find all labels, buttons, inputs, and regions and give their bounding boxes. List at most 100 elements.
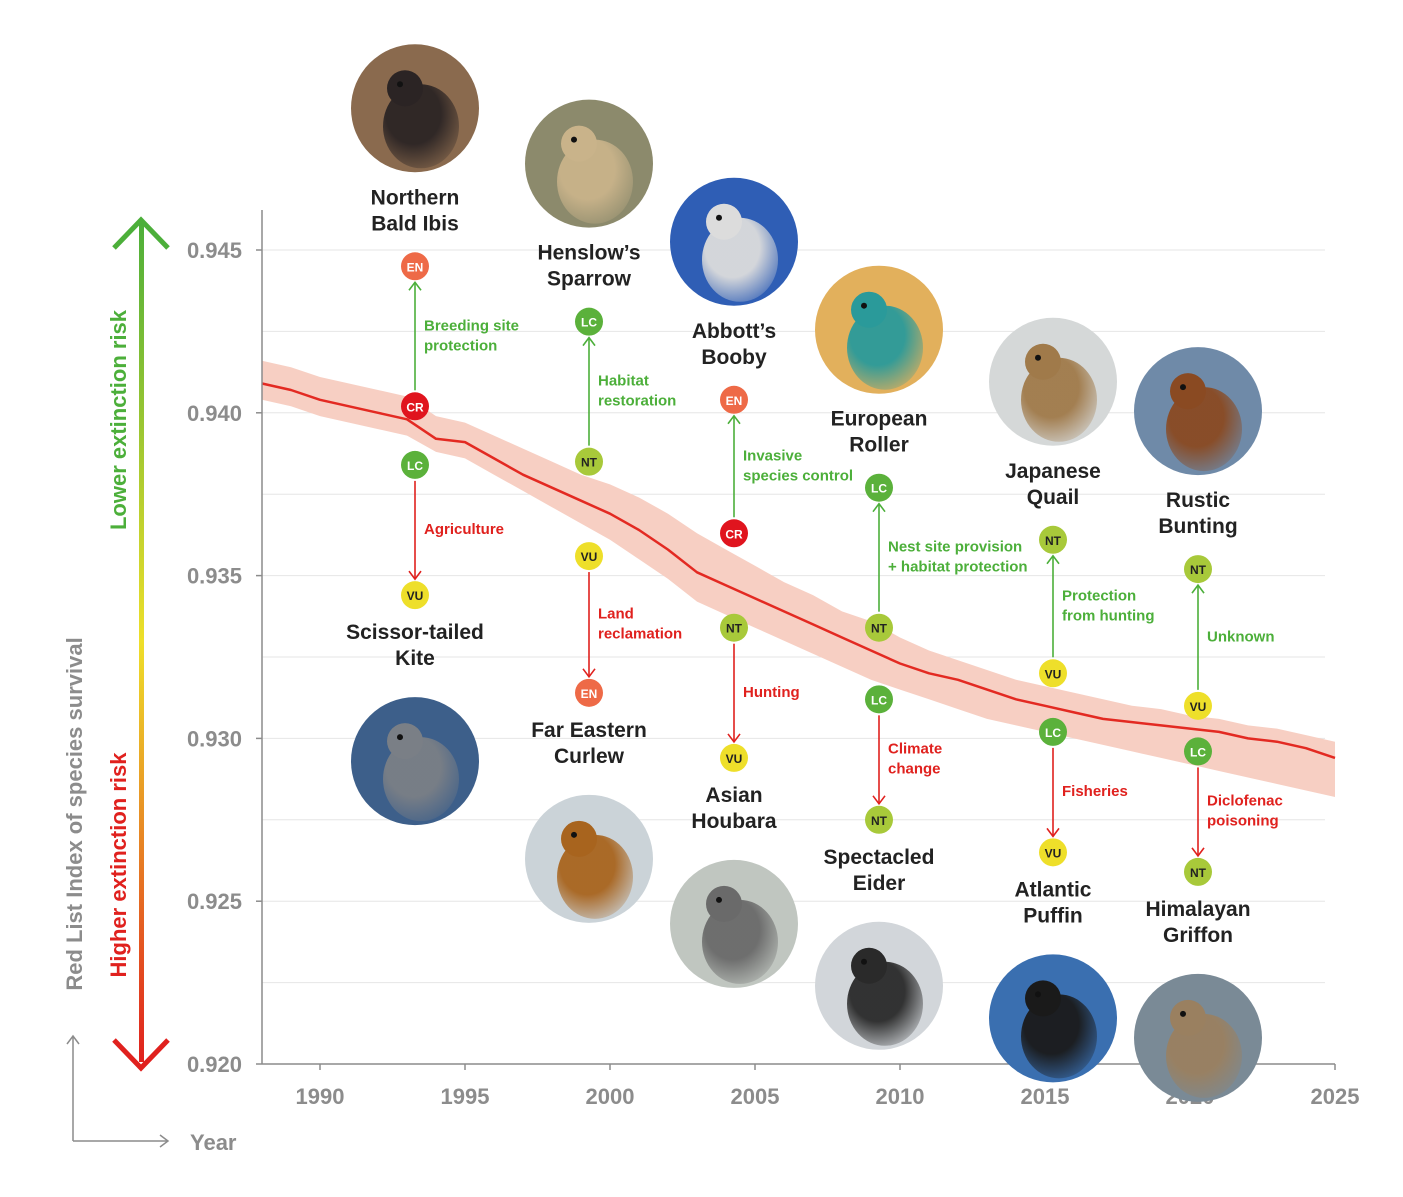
badge-label: CR — [406, 400, 424, 414]
arrow-head — [408, 570, 422, 581]
bird-head — [561, 125, 597, 162]
bird-eye — [571, 831, 577, 838]
x-direction-arrow — [73, 1134, 170, 1148]
badge-label: LC — [407, 459, 423, 473]
bird-eye — [1180, 384, 1186, 391]
x-tick-label: 1995 — [441, 1084, 490, 1109]
status-badge-lc: LC — [1039, 717, 1067, 746]
species-name: Far Eastern Curlew — [531, 719, 647, 768]
badge-label: NT — [1190, 563, 1207, 577]
species-annotation: LC NT Climate change Spectacled Eider — [815, 685, 943, 1050]
bird-eye — [397, 81, 403, 88]
change-reason: Agriculture — [424, 521, 504, 538]
y-tick-label: 0.940 — [187, 401, 242, 426]
badge-label: EN — [407, 260, 424, 274]
status-badge-en: EN — [401, 252, 429, 281]
badge-label: LC — [1190, 745, 1206, 759]
risk-arrow-up-head — [112, 216, 170, 250]
bird-eye — [861, 958, 867, 965]
species-name: Atlantic Puffin — [1014, 878, 1091, 927]
bird-head — [1025, 343, 1061, 380]
x-tick-label: 2000 — [586, 1084, 635, 1109]
y-direction-arrow — [66, 1034, 80, 1141]
risk-arrow-down-head — [112, 1038, 170, 1072]
bird-eye — [571, 136, 577, 143]
badge-label: LC — [871, 693, 887, 707]
y-tick-label: 0.935 — [187, 564, 242, 589]
badge-circle — [575, 678, 603, 707]
arrow-head — [582, 336, 596, 347]
arrow-head — [582, 668, 596, 679]
bird-head — [561, 820, 597, 857]
badge-circle — [865, 613, 893, 642]
species-photo — [351, 44, 479, 173]
change-reason: Breeding site protection — [424, 317, 519, 354]
y-tick-label: 0.945 — [187, 238, 242, 263]
species-name: Rustic Bunting — [1158, 489, 1237, 538]
bird-eye — [1180, 1010, 1186, 1017]
bird-head — [851, 947, 887, 984]
change-reason: Invasive species control — [743, 448, 853, 485]
badge-label: VU — [1190, 700, 1207, 714]
change-reason: Hunting — [743, 684, 800, 701]
species-name: European Roller — [831, 408, 928, 457]
badge-circle — [575, 307, 603, 336]
x-tick-label: 2025 — [1311, 1084, 1360, 1109]
bird-head — [706, 885, 742, 922]
badge-circle — [1184, 737, 1212, 766]
species-photo — [815, 265, 943, 394]
arrow-head — [727, 733, 741, 744]
status-badge-vu: VU — [720, 743, 748, 772]
badge-circle — [401, 450, 429, 479]
badge-circle — [1184, 691, 1212, 720]
status-badge-vu: VU — [1039, 659, 1067, 688]
bird-eye — [397, 734, 403, 741]
rli-trend-line — [261, 382, 1336, 760]
species-annotation: NT LC Habitat restoration Henslow’s Sparrow — [525, 99, 676, 476]
y-tick-label: 0.930 — [187, 726, 242, 751]
species-photo — [989, 954, 1117, 1083]
x-tick-label: 2015 — [1021, 1084, 1070, 1109]
species-annotation: LC VU Agriculture Scissor-tailed Kite — [346, 450, 504, 826]
status-badge-en: EN — [720, 385, 748, 414]
species-annotation: LC VU Fisheries Atlantic Puffin — [989, 717, 1128, 1083]
change-reason: Climate change — [888, 741, 942, 778]
species-name: Spectacled Eider — [824, 846, 935, 895]
species-name: Abbott’s Booby — [692, 320, 776, 369]
species-annotation: VU NT Protection from hunting Japanese Quail — [989, 317, 1154, 688]
badge-circle — [1039, 838, 1067, 867]
badge-label: VU — [581, 550, 598, 564]
badge-label: LC — [1045, 726, 1061, 740]
badge-label: NT — [726, 622, 743, 636]
tick-labels: 0.920 0.925 0.930 0.935 0.940 0.945 1990 1995 20… — [187, 238, 1360, 1109]
status-badge-nt: NT — [1184, 857, 1212, 886]
change-reason: Habitat restoration — [598, 373, 676, 410]
change-reason: Nest site provision + habitat protection — [888, 539, 1028, 576]
bird-eye — [1035, 991, 1041, 998]
species-photo — [1134, 347, 1262, 476]
bird-head — [1025, 980, 1061, 1017]
x-tick-label: 2005 — [731, 1084, 780, 1109]
badge-circle — [575, 542, 603, 571]
badge-circle — [575, 447, 603, 476]
change-reason: Land reclamation — [598, 605, 682, 642]
lower-risk-label: Lower extinction risk — [106, 309, 131, 530]
badge-circle — [1039, 525, 1067, 554]
arrow-head — [872, 795, 886, 806]
status-badge-vu: VU — [1039, 838, 1067, 867]
species-photo — [525, 794, 653, 923]
bird-eye — [716, 214, 722, 221]
badge-circle — [1184, 857, 1212, 886]
bird-eye — [1035, 354, 1041, 361]
species-name: Henslow’s Sparrow — [537, 242, 640, 291]
arrow-head — [408, 280, 422, 291]
species-annotation: CR EN Breeding site protection Northern Bald … — [351, 44, 519, 421]
change-reason: Protection from hunting — [1062, 588, 1154, 625]
higher-risk-label: Higher extinction risk — [106, 752, 131, 978]
change-reason: Diclofenac poisoning — [1207, 793, 1283, 830]
y-tick-label: 0.925 — [187, 889, 242, 914]
badge-label: LC — [871, 482, 887, 496]
status-badge-cr: CR — [720, 519, 748, 548]
species-photo — [815, 921, 943, 1050]
species-photo — [1134, 973, 1262, 1102]
